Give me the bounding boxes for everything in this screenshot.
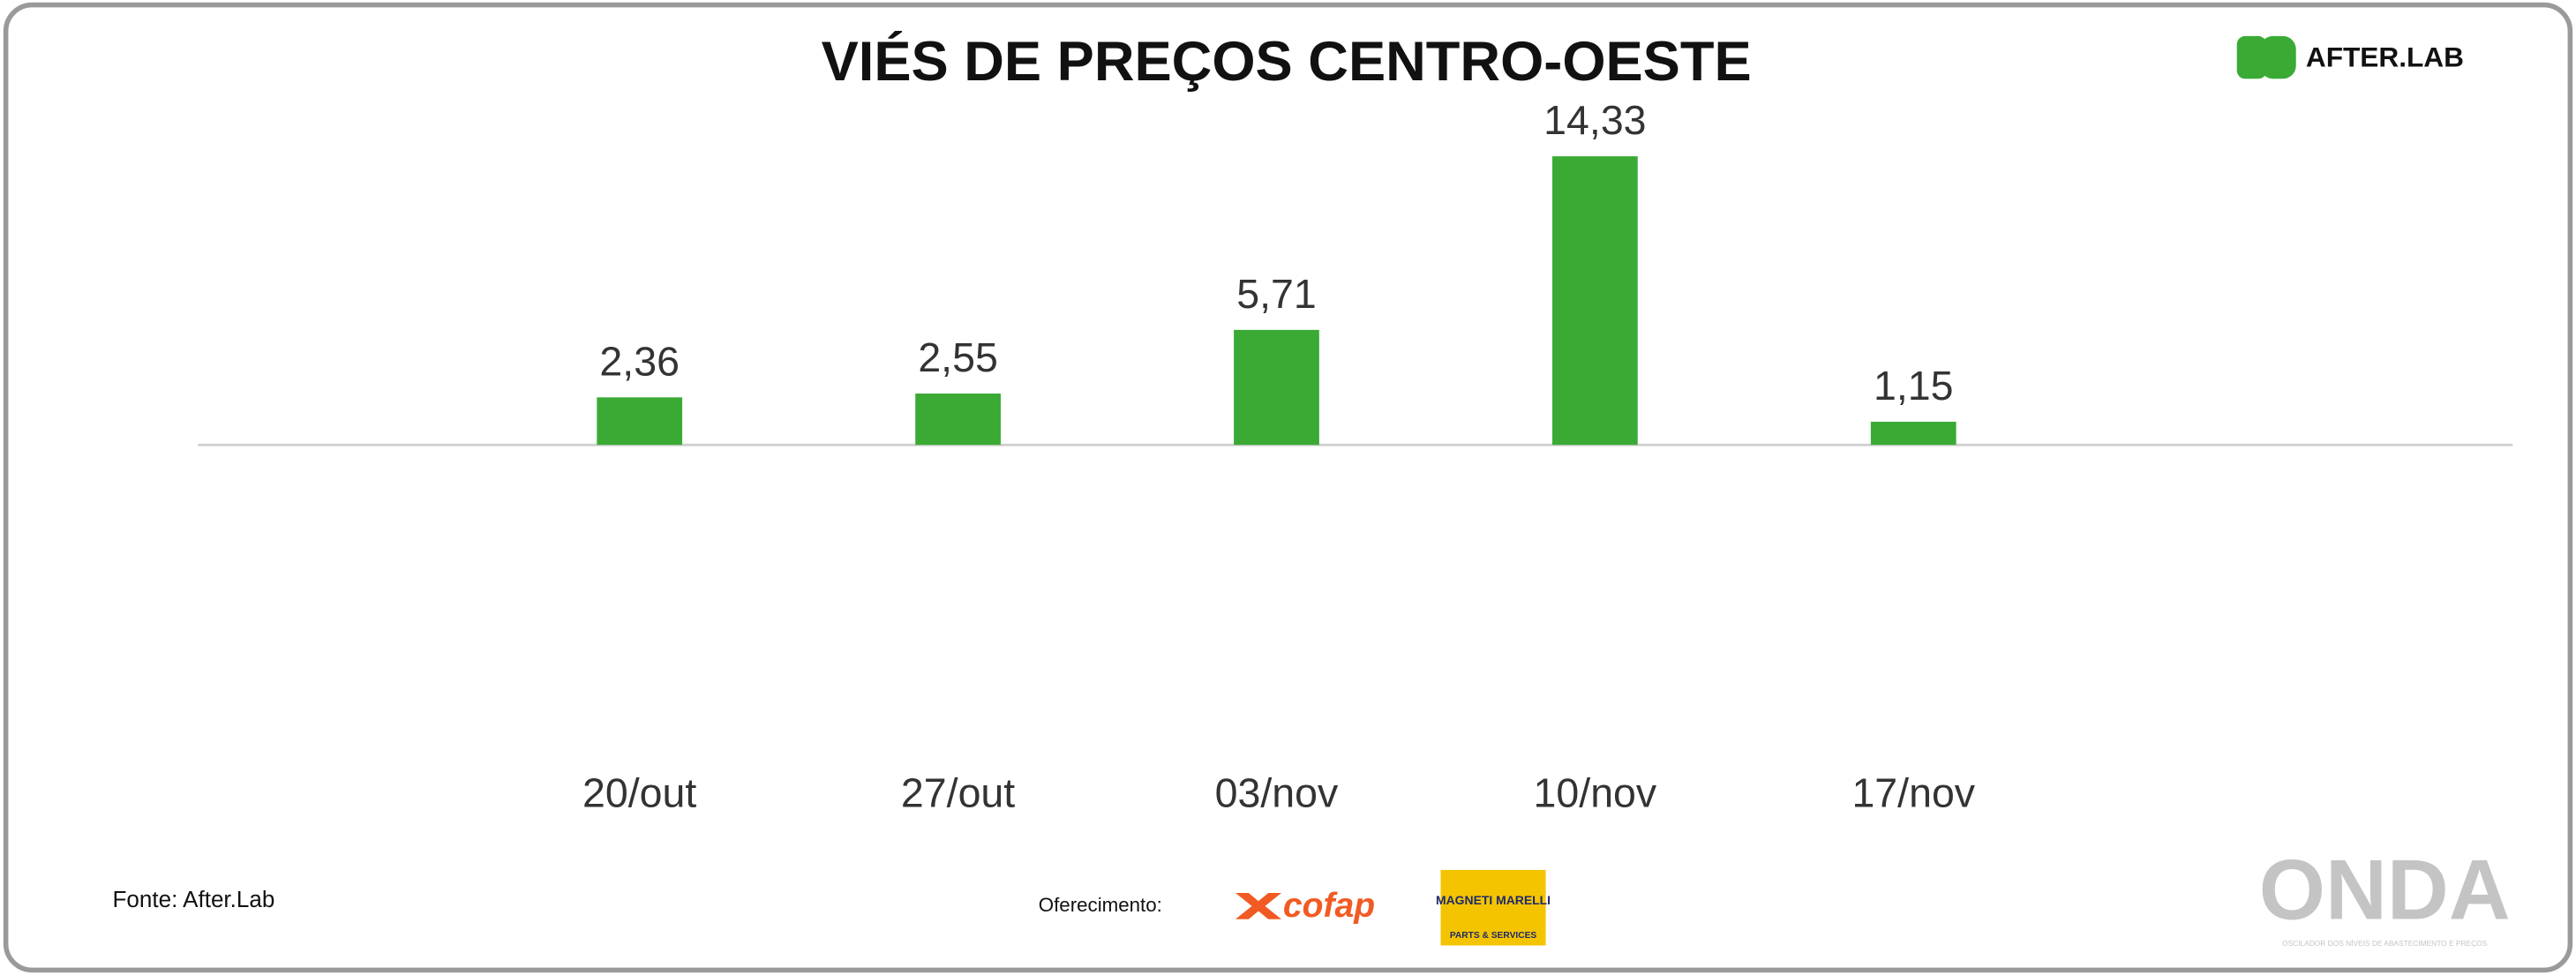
- x-tick-label: 20/out: [582, 770, 696, 816]
- sponsor-label: Oferecimento:: [1039, 894, 1162, 916]
- logo-text: AFTER.LAB: [2306, 41, 2464, 72]
- afterlab-logo: AFTER.LAB: [2236, 35, 2464, 79]
- value-label: 1,15: [1874, 363, 1954, 409]
- magneti-marelli-logo: MAGNETI MARELLI PARTS & SERVICES: [1436, 869, 1551, 946]
- bar: [1870, 421, 1956, 446]
- source: Fonte: After.Lab: [113, 886, 275, 912]
- onda-logo: ONDA: [2259, 842, 2511, 937]
- x-tick-label: 17/nov: [1851, 770, 1975, 816]
- bar: [597, 397, 683, 446]
- logo-shape: [2236, 35, 2267, 79]
- frame: [3, 2, 2573, 973]
- x-tick-label: 27/out: [901, 770, 1015, 816]
- logo-shape: [1440, 869, 1546, 946]
- chart-title: VIÉS DE PREÇOS CENTRO-OESTE: [822, 31, 1752, 93]
- value-label: 2,36: [599, 338, 680, 384]
- logo-shape: [2259, 35, 2296, 79]
- onda-tagline: OSCILADOR DOS NÍVEIS DE ABASTECIMENTO E …: [2282, 939, 2488, 948]
- value-label: 5,71: [1236, 271, 1317, 317]
- x-tick-label: 10/nov: [1534, 770, 1657, 816]
- x-tick-label: 03/nov: [1215, 770, 1339, 816]
- cofap-logo: cofap: [1235, 887, 1375, 925]
- logo-text: PARTS & SERVICES: [1450, 931, 1537, 941]
- logo-text: cofap: [1283, 887, 1375, 925]
- bar: [1234, 329, 1319, 446]
- value-label: 14,33: [1543, 97, 1646, 143]
- value-label: 2,55: [918, 334, 998, 380]
- bar: [1552, 156, 1638, 446]
- logo-text: MAGNETI MARELLI: [1436, 893, 1551, 907]
- bar: [915, 394, 1001, 446]
- logo-shape: [1235, 892, 1282, 919]
